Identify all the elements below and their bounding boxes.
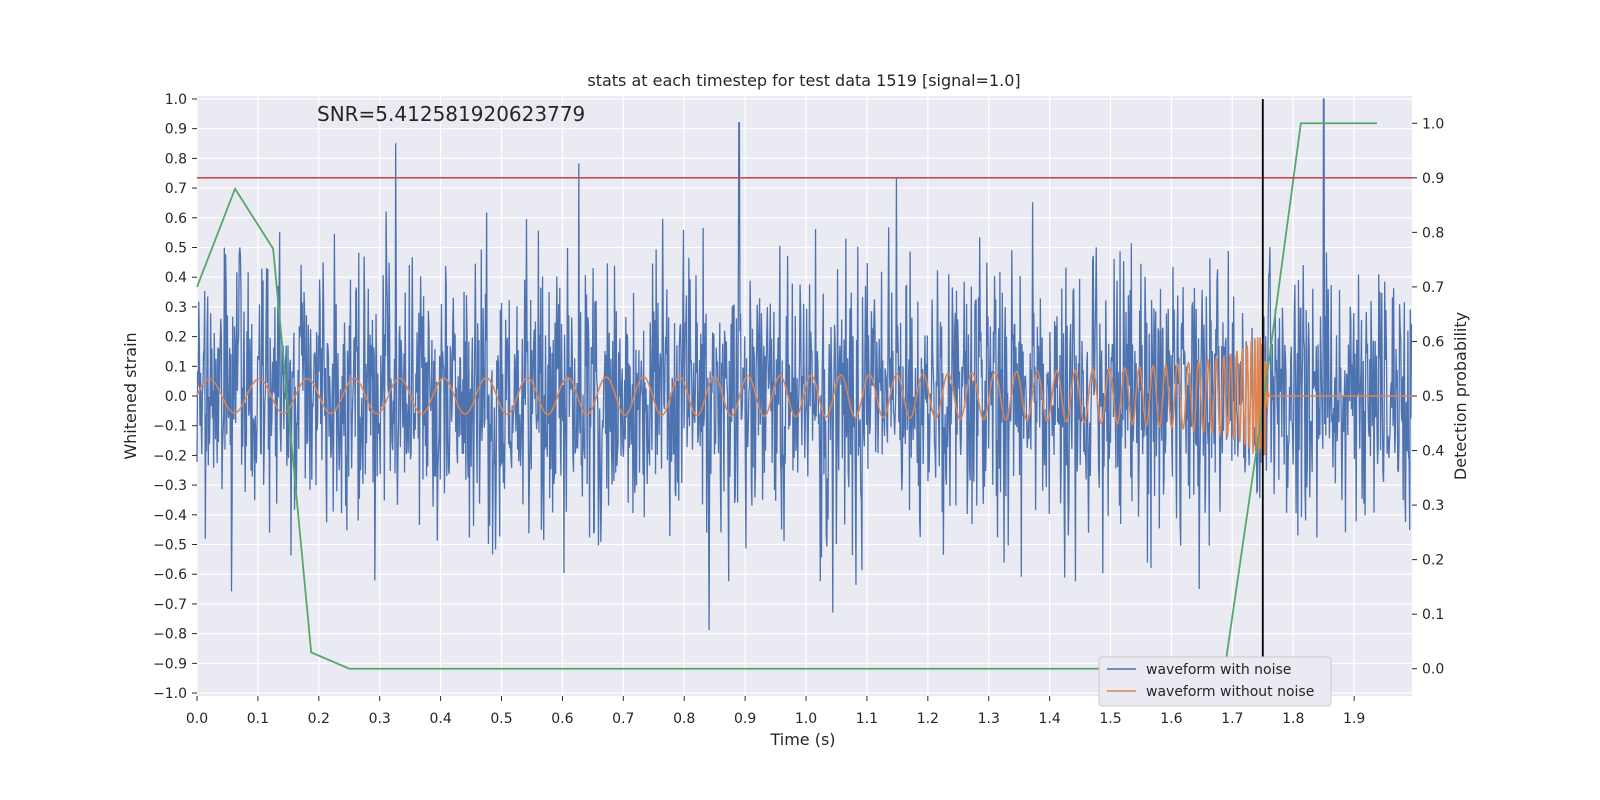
legend-label-clean: waveform without noise xyxy=(1146,684,1314,700)
x-tick-label: 0.7 xyxy=(612,711,634,727)
x-tick-label: 1.8 xyxy=(1282,711,1304,727)
x-axis-ticks: 0.0 0.1 0.2 0.3 0.4 0.5 0.6 0.7 0.8 0.9 1.0 1.1 1.2 1… xyxy=(186,696,1365,727)
x-tick-label: 1.7 xyxy=(1221,711,1243,727)
legend-box xyxy=(1098,656,1332,707)
y2-tick-label: 0.9 xyxy=(1422,171,1444,187)
x-axis-label: Time (s) xyxy=(769,730,835,749)
x-tick-label: 0.8 xyxy=(673,711,695,727)
y-tick-label: −0.1 xyxy=(153,419,187,435)
clean-line xyxy=(196,337,1412,456)
y-tick-label: −0.3 xyxy=(153,478,187,494)
y-tick-label: −0.8 xyxy=(153,627,187,643)
y-tick-label: 1.0 xyxy=(165,92,187,108)
x-tick-label: 1.5 xyxy=(1099,711,1121,727)
y2-tick-label: 0.3 xyxy=(1422,498,1444,514)
y-tick-label: 0.2 xyxy=(165,330,187,346)
y2-tick-label: 0.1 xyxy=(1422,607,1444,623)
y-axis-label: Whitened strain xyxy=(121,332,140,459)
snr-annotation: SNR=5.412581920623779 xyxy=(317,102,585,126)
legend-label-noise: waveform with noise xyxy=(1146,662,1291,678)
x-tick-label: 0.9 xyxy=(734,711,756,727)
x-tick-label: 0.6 xyxy=(551,711,573,727)
x-tick-label: 0.5 xyxy=(490,711,512,727)
y-tick-label: −0.2 xyxy=(153,448,187,464)
y2-axis-label: Detection probability xyxy=(1451,312,1470,480)
y2-axis-ticks: 1.0 0.9 0.8 0.7 0.6 0.5 0.4 0.3 0.2 0.1 0.0 xyxy=(1412,116,1444,678)
y-tick-label: −0.4 xyxy=(153,508,187,524)
y-tick-label: 0.4 xyxy=(165,270,187,286)
y-tick-label: −0.7 xyxy=(153,597,187,613)
y-tick-label: 0.7 xyxy=(165,181,187,197)
x-tick-label: 0.0 xyxy=(186,711,208,727)
x-tick-label: 0.4 xyxy=(429,711,451,727)
y2-tick-label: 0.4 xyxy=(1422,444,1444,460)
y2-tick-label: 0.8 xyxy=(1422,225,1444,241)
x-tick-label: 1.4 xyxy=(1038,711,1060,727)
chart-title: stats at each timestep for test data 151… xyxy=(587,71,1020,90)
y-tick-label: −1.0 xyxy=(153,686,187,702)
x-tick-label: 1.3 xyxy=(978,711,1000,727)
y2-tick-label: 0.5 xyxy=(1422,389,1444,405)
y-tick-label: 0.0 xyxy=(165,389,187,405)
y-tick-label: 0.8 xyxy=(165,151,187,167)
x-tick-label: 1.6 xyxy=(1160,711,1182,727)
y-tick-label: 0.3 xyxy=(165,300,187,316)
x-tick-label: 0.3 xyxy=(369,711,391,727)
x-tick-label: 1.0 xyxy=(795,711,817,727)
legend: waveform with noise waveform without noi… xyxy=(1098,656,1332,707)
y-tick-label: −0.9 xyxy=(153,656,187,672)
y2-tick-label: 0.0 xyxy=(1422,662,1444,678)
x-tick-label: 0.1 xyxy=(247,711,269,727)
series-waveform-with-noise xyxy=(196,98,1413,631)
x-tick-label: 1.2 xyxy=(917,711,939,727)
y-tick-label: 0.6 xyxy=(165,211,187,227)
y2-tick-label: 1.0 xyxy=(1422,116,1444,132)
y-tick-label: 0.1 xyxy=(165,359,187,375)
y-axis-ticks: 1.0 0.9 0.8 0.7 0.6 0.5 0.4 0.3 0.2 0.1 0.0 −0.1 −0.… xyxy=(153,92,197,702)
series-waveform-without-noise xyxy=(196,337,1412,456)
y2-tick-label: 0.2 xyxy=(1422,553,1444,569)
x-tick-label: 0.2 xyxy=(308,711,330,727)
y-tick-label: 0.9 xyxy=(165,122,187,138)
y-tick-label: −0.5 xyxy=(153,538,187,554)
y-tick-label: −0.6 xyxy=(153,567,187,583)
y2-tick-label: 0.6 xyxy=(1422,334,1444,350)
y2-tick-label: 0.7 xyxy=(1422,280,1444,296)
x-tick-label: 1.9 xyxy=(1343,711,1365,727)
y-tick-label: 0.5 xyxy=(165,240,187,256)
x-tick-label: 1.1 xyxy=(856,711,878,727)
noise-line xyxy=(196,98,1413,631)
